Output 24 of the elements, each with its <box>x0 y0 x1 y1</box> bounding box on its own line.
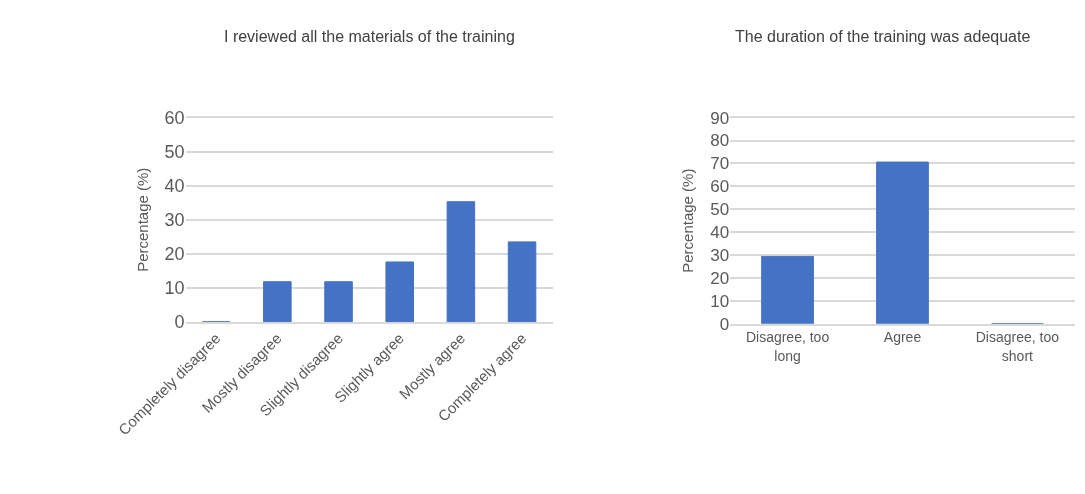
y-axis-title: Percentage (%) <box>679 168 697 273</box>
x-tick-label: Disagree, too short <box>975 329 1060 364</box>
y-tick-label: 20 <box>710 268 730 288</box>
y-tick-label: 10 <box>164 278 185 299</box>
x-tick-label: Disagree, too long <box>745 329 830 364</box>
x-tick-label: Agree <box>883 329 922 346</box>
y-tick-label: 50 <box>164 141 185 162</box>
y-axis-title: Percentage (%) <box>133 167 151 272</box>
y-tick-label: 70 <box>710 154 730 174</box>
chart-title: I reviewed all the materials of the training <box>224 28 515 45</box>
y-tick-label: 0 <box>719 314 730 334</box>
y-tick-label: 10 <box>710 291 730 311</box>
y-tick-label: 60 <box>164 107 185 128</box>
y-tick-label: 90 <box>710 108 730 128</box>
y-tick-label: 20 <box>164 244 185 265</box>
y-tick-label: 0 <box>174 312 185 333</box>
y-tick-label: 40 <box>710 223 730 243</box>
chart-title: The duration of the training was adequate <box>735 28 1031 45</box>
y-tick-label: 60 <box>710 177 730 197</box>
y-tick-label: 40 <box>164 176 185 196</box>
y-tick-label: 30 <box>164 210 185 231</box>
y-tick-label: 80 <box>710 131 730 151</box>
y-tick-label: 50 <box>710 200 730 220</box>
y-tick-label: 30 <box>710 246 730 266</box>
